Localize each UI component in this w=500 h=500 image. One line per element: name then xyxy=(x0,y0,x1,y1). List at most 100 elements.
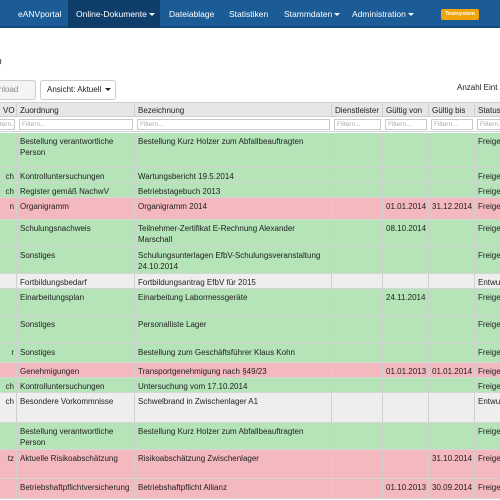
cell-gueltig-von xyxy=(383,316,429,343)
cell-vo xyxy=(0,363,17,377)
cell-vo xyxy=(0,274,17,288)
cell-vo: r xyxy=(0,344,17,362)
cell-vo xyxy=(0,316,17,343)
cell-zuordnung: Schulungsnachweis xyxy=(17,220,135,246)
nav-stammdaten[interactable]: Stammdaten xyxy=(284,0,341,28)
table-row[interactable]: r Sonstiges Bestellung zum Geschäftsführer… xyxy=(0,344,500,363)
cell-vo: tz xyxy=(0,450,17,478)
filter-input-vo[interactable]: Filtern... xyxy=(0,119,15,130)
cell-zuordnung: Bestellung verantwortliche Person xyxy=(17,423,135,449)
cell-gueltig-bis xyxy=(429,393,475,422)
top-navbar: eANVportal Online-Dokumente Dateiablage … xyxy=(0,0,500,28)
table-row[interactable]: Sonstiges Schulungsunterlagen EfbV-Schulu… xyxy=(0,247,500,274)
cell-status: Freige xyxy=(478,382,500,391)
cell-zuordnung: Bestellung verantwortliche Person xyxy=(17,133,135,167)
table-row[interactable]: Bestellung verantwortliche Person Bestell… xyxy=(0,423,500,450)
cell-status: Entwu xyxy=(478,397,500,406)
cell-zuordnung: Kontrolluntersuchungen xyxy=(17,168,135,182)
filter-input-zuordnung[interactable]: Filtern... xyxy=(19,119,133,130)
cell-vo: ch xyxy=(0,168,17,182)
cell-gueltig-von xyxy=(383,344,429,362)
nav-statistiken[interactable]: Statistiken xyxy=(229,9,269,19)
cell-zuordnung: Einarbeitungsplan xyxy=(17,289,135,315)
chevron-down-icon xyxy=(334,13,341,17)
cell-gueltig-von xyxy=(383,247,429,273)
table-row[interactable]: ch Register gemäß NachwV Betriebstagebuch … xyxy=(0,183,500,198)
nav-administration[interactable]: Administration xyxy=(352,0,414,28)
cell-bezeichnung: Betriebstagebuch 2013 xyxy=(135,183,332,197)
filter-input-dienstleister[interactable]: Filtern... xyxy=(334,119,381,130)
cell-gueltig-von xyxy=(383,423,429,449)
cell-gueltig-bis: 01.01.2014 xyxy=(429,363,475,377)
column-header-dienstleister[interactable]: Dienstleister xyxy=(332,103,383,116)
cell-bezeichnung: Personalliste Lager xyxy=(135,316,332,343)
cell-dienstleister xyxy=(332,378,383,392)
cell-bezeichnung: Transportgenehmigung nach §49/23 xyxy=(135,363,332,377)
nav-dateiablage[interactable]: Dateiablage xyxy=(169,9,215,19)
cell-bezeichnung: Schulungsunterlagen EfbV-Schulungsverans… xyxy=(135,247,332,273)
cell-vo xyxy=(0,220,17,246)
table-row[interactable]: Einarbeitungsplan Einarbeitung Labormessg… xyxy=(0,289,500,316)
table-row[interactable]: Sonstiges Personalliste Lager Freige xyxy=(0,316,500,344)
nav-online-dokumente[interactable]: Online-Dokumente xyxy=(68,0,160,28)
cell-zuordnung: Genehmigungen xyxy=(17,363,135,377)
cell-dienstleister xyxy=(332,168,383,182)
cell-gueltig-bis: 31.12.2014 xyxy=(429,198,475,219)
cell-gueltig-von xyxy=(383,378,429,392)
cell-gueltig-von xyxy=(383,393,429,422)
filter-input-gueltig-bis[interactable]: Filtern... xyxy=(431,119,473,130)
table-row[interactable]: ch Besondere Vorkommnisse Schwelbrand in Z… xyxy=(0,393,500,423)
cell-gueltig-bis xyxy=(429,378,475,392)
cell-status: Freige xyxy=(478,427,500,436)
cell-bezeichnung: Bestellung Kurz Holzer zum Abfallbeauftr… xyxy=(135,133,332,167)
cell-bezeichnung: Wartungsbericht 19.5.2014 xyxy=(135,168,332,182)
column-header-status[interactable]: Status xyxy=(478,106,500,115)
cell-vo xyxy=(0,423,17,449)
cell-gueltig-bis xyxy=(429,344,475,362)
cell-vo: ch xyxy=(0,183,17,197)
cell-bezeichnung: Teilnehmer-Zertifikat E-Rechnung Alexand… xyxy=(135,220,332,246)
page-title: O xyxy=(0,57,2,68)
column-header-gueltig-bis[interactable]: Gültig bis xyxy=(429,103,475,116)
cell-bezeichnung: Organigramm 2014 xyxy=(135,198,332,219)
cell-gueltig-von: 01.10.2013 xyxy=(383,479,429,498)
table-row[interactable]: ch Kontrolluntersuchungen Untersuchung vom… xyxy=(0,378,500,393)
cell-bezeichnung: Betriebshaftpflicht Allianz xyxy=(135,479,332,498)
table-row[interactable]: Fortbildungsbedarf Fortbildungsantrag Efb… xyxy=(0,274,500,289)
cell-vo: n xyxy=(0,198,17,219)
cell-dienstleister xyxy=(332,183,383,197)
table-row[interactable]: Betriebshaftpflichtversicherung Betriebsh… xyxy=(0,479,500,499)
download-button[interactable]: wnload xyxy=(0,80,36,100)
cell-gueltig-von: 01.01.2013 xyxy=(383,363,429,377)
table-row[interactable]: Bestellung verantwortliche Person Bestell… xyxy=(0,133,500,168)
cell-dienstleister xyxy=(332,479,383,498)
filter-input-gueltig-von[interactable]: Filtern... xyxy=(385,119,427,130)
cell-gueltig-bis xyxy=(429,168,475,182)
cell-gueltig-von xyxy=(383,168,429,182)
cell-vo: ch xyxy=(0,393,17,422)
table-header-row: VO Zuordnung Bezeichnung Dienstleister G… xyxy=(0,102,500,117)
cell-bezeichnung: Risikoabschätzung Zwischenlager xyxy=(135,450,332,478)
cell-dienstleister xyxy=(332,344,383,362)
column-header-zuordnung[interactable]: Zuordnung xyxy=(17,103,135,116)
cell-zuordnung: Register gemäß NachwV xyxy=(17,183,135,197)
table-row[interactable]: tz Aktuelle Risikoabschätzung Risikoabschä… xyxy=(0,450,500,479)
nav-eanvportal[interactable]: eANVportal xyxy=(18,9,62,19)
table-row[interactable]: ch Kontrolluntersuchungen Wartungsbericht … xyxy=(0,168,500,183)
table-row[interactable]: Genehmigungen Transportgenehmigung nach §… xyxy=(0,363,500,378)
column-header-bezeichnung[interactable]: Bezeichnung xyxy=(135,103,332,116)
filter-input-bezeichnung[interactable]: Filtern... xyxy=(137,119,330,130)
cell-vo xyxy=(0,133,17,167)
table-row[interactable]: Schulungsnachweis Teilnehmer-Zertifikat E… xyxy=(0,220,500,247)
cell-bezeichnung: Untersuchung vom 17.10.2014 xyxy=(135,378,332,392)
cell-gueltig-von xyxy=(383,183,429,197)
cell-dienstleister xyxy=(332,133,383,167)
table-row[interactable]: n Organigramm Organigramm 2014 01.01.2014 31… xyxy=(0,198,500,220)
column-header-vo[interactable]: VO xyxy=(0,103,17,116)
column-header-gueltig-von[interactable]: Gültig von xyxy=(383,103,429,116)
cell-bezeichnung: Schwelbrand in Zwischenlager A1 xyxy=(135,393,332,422)
cell-gueltig-bis xyxy=(429,133,475,167)
cell-dienstleister xyxy=(332,316,383,343)
filter-input-status[interactable]: Filtern... xyxy=(477,119,500,130)
view-dropdown[interactable]: Ansicht: Aktuell xyxy=(40,80,116,100)
